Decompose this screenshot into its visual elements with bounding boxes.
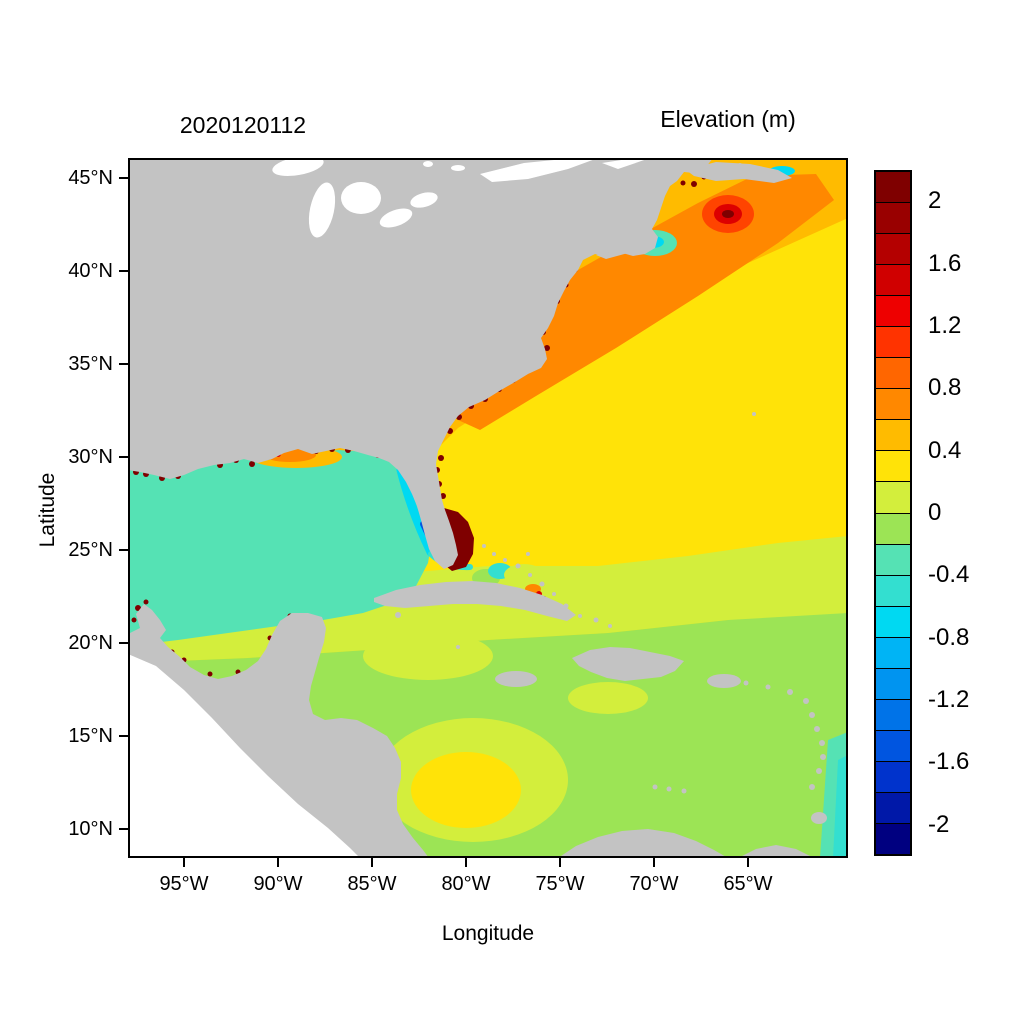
plot-datetime-title: 2020120112 (179, 112, 307, 138)
y-tick-label: 45°N (68, 167, 113, 189)
no-data-layer (128, 158, 650, 858)
colorbar-segment (876, 172, 910, 204)
lake-ontario (410, 192, 438, 208)
x-tick-label: 95°W (159, 873, 209, 895)
st-lawrence-2 (602, 158, 650, 169)
small-islands (395, 163, 827, 824)
colorbar-tick-label: 0.4 (928, 436, 962, 464)
south-america-coast-2 (738, 845, 812, 858)
x-tick-label: 70°W (629, 873, 679, 895)
y-tick-label: 35°N (68, 353, 113, 375)
y-tick-label: 15°N (68, 725, 113, 747)
colorbar-segment (876, 203, 910, 235)
y-tick-label: 25°N (68, 539, 113, 561)
colorbar-tick-label: -2 (928, 810, 950, 838)
puerto-rico (707, 674, 741, 688)
x-tick-mark (183, 858, 185, 867)
colorbar-tick-label: 0 (928, 499, 942, 526)
st-lawrence (480, 158, 598, 182)
hispaniola (572, 647, 684, 681)
colorbar-tick-label: -0.8 (928, 623, 970, 651)
colorbar-tick-label: -1.2 (928, 686, 970, 714)
x-tick-mark (653, 858, 655, 867)
colorbar-segment (876, 265, 910, 297)
x-tick-label: 85°W (347, 873, 397, 895)
x-tick-label: 75°W (535, 873, 585, 895)
colorbar-segment (876, 823, 910, 855)
colorbar-tick-label: 1.2 (928, 311, 962, 339)
colorbar-segment (876, 761, 910, 793)
colorbar-tick-label: 2 (928, 187, 942, 215)
north-america-landmass (128, 158, 713, 569)
colorbar-segment (876, 637, 910, 669)
colorbar-tick-label: -1.6 (928, 748, 970, 776)
map-plot-area (128, 158, 848, 858)
y-tick-label: 40°N (68, 260, 113, 282)
y-tick-mark (119, 735, 128, 737)
x-tick-label: 90°W (253, 873, 303, 895)
y-tick-label: 20°N (68, 632, 113, 654)
colorbar-segment (876, 234, 910, 266)
plot-elevation-title: Elevation (m) (660, 106, 796, 132)
y-tick-mark (119, 642, 128, 644)
colorbar-segment (876, 389, 910, 421)
colorbar-segment (876, 730, 910, 762)
y-tick-mark (119, 363, 128, 365)
colorbar-segment (876, 575, 910, 607)
colorbar-segment (876, 699, 910, 731)
lake-superior (272, 158, 324, 176)
colorbar-segment (876, 451, 910, 483)
colorbar-tick-label: 1.6 (928, 249, 962, 277)
x-tick-mark (371, 858, 373, 867)
y-tick-label: 30°N (68, 446, 113, 468)
x-tick-mark (559, 858, 561, 867)
plot-border (128, 158, 848, 858)
colorbar (874, 170, 912, 856)
colorbar-segment (876, 420, 910, 452)
colorbar-segment (876, 296, 910, 328)
x-axis-label: Longitude (441, 922, 535, 945)
elevation-map-svg (128, 158, 848, 858)
colorbar-segment (876, 792, 910, 824)
colorbar-tick-label: -0.4 (928, 561, 970, 589)
x-tick-mark (747, 858, 749, 867)
colorbar-segment (876, 668, 910, 700)
x-tick-mark (465, 858, 467, 867)
colorbar-tick-label: 0.8 (928, 374, 962, 402)
pacific-out-of-domain (128, 654, 360, 858)
y-tick-label: 10°N (68, 818, 113, 840)
lake-erie (379, 208, 413, 228)
x-tick-label: 65°W (723, 873, 773, 895)
y-tick-mark (119, 549, 128, 551)
colorbar-segment (876, 327, 910, 359)
south-america-coast (558, 829, 728, 858)
y-tick-mark (119, 456, 128, 458)
y-axis-label: Latitude (36, 472, 59, 548)
jamaica (495, 671, 537, 687)
colorbar-segment (876, 358, 910, 390)
x-tick-mark (277, 858, 279, 867)
colorbar-segment (876, 544, 910, 576)
nova-scotia (686, 162, 792, 183)
x-tick-label: 80°W (441, 873, 491, 895)
y-tick-mark (119, 828, 128, 830)
lake-huron (341, 182, 381, 214)
land-layer (128, 158, 827, 858)
y-tick-mark (119, 177, 128, 179)
y-tick-mark (119, 270, 128, 272)
cuba (374, 581, 576, 621)
colorbar-segment (876, 513, 910, 545)
long-island (596, 250, 628, 259)
colorbar-segment (876, 606, 910, 638)
colorbar-segment (876, 482, 910, 514)
lake-michigan (308, 182, 336, 238)
